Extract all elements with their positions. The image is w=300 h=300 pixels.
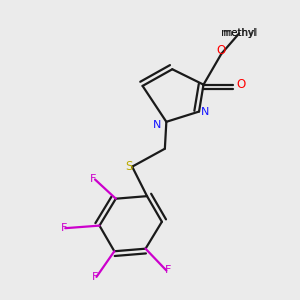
Text: F: F	[61, 223, 67, 233]
Text: O: O	[217, 44, 226, 57]
Text: methyl: methyl	[222, 28, 256, 38]
Text: N: N	[153, 120, 162, 130]
Text: F: F	[165, 266, 171, 275]
Text: F: F	[92, 272, 98, 282]
Text: N: N	[201, 106, 209, 117]
Text: S: S	[125, 160, 133, 173]
Text: F: F	[90, 175, 97, 184]
Text: O: O	[236, 78, 245, 91]
Text: methyl: methyl	[221, 28, 257, 38]
